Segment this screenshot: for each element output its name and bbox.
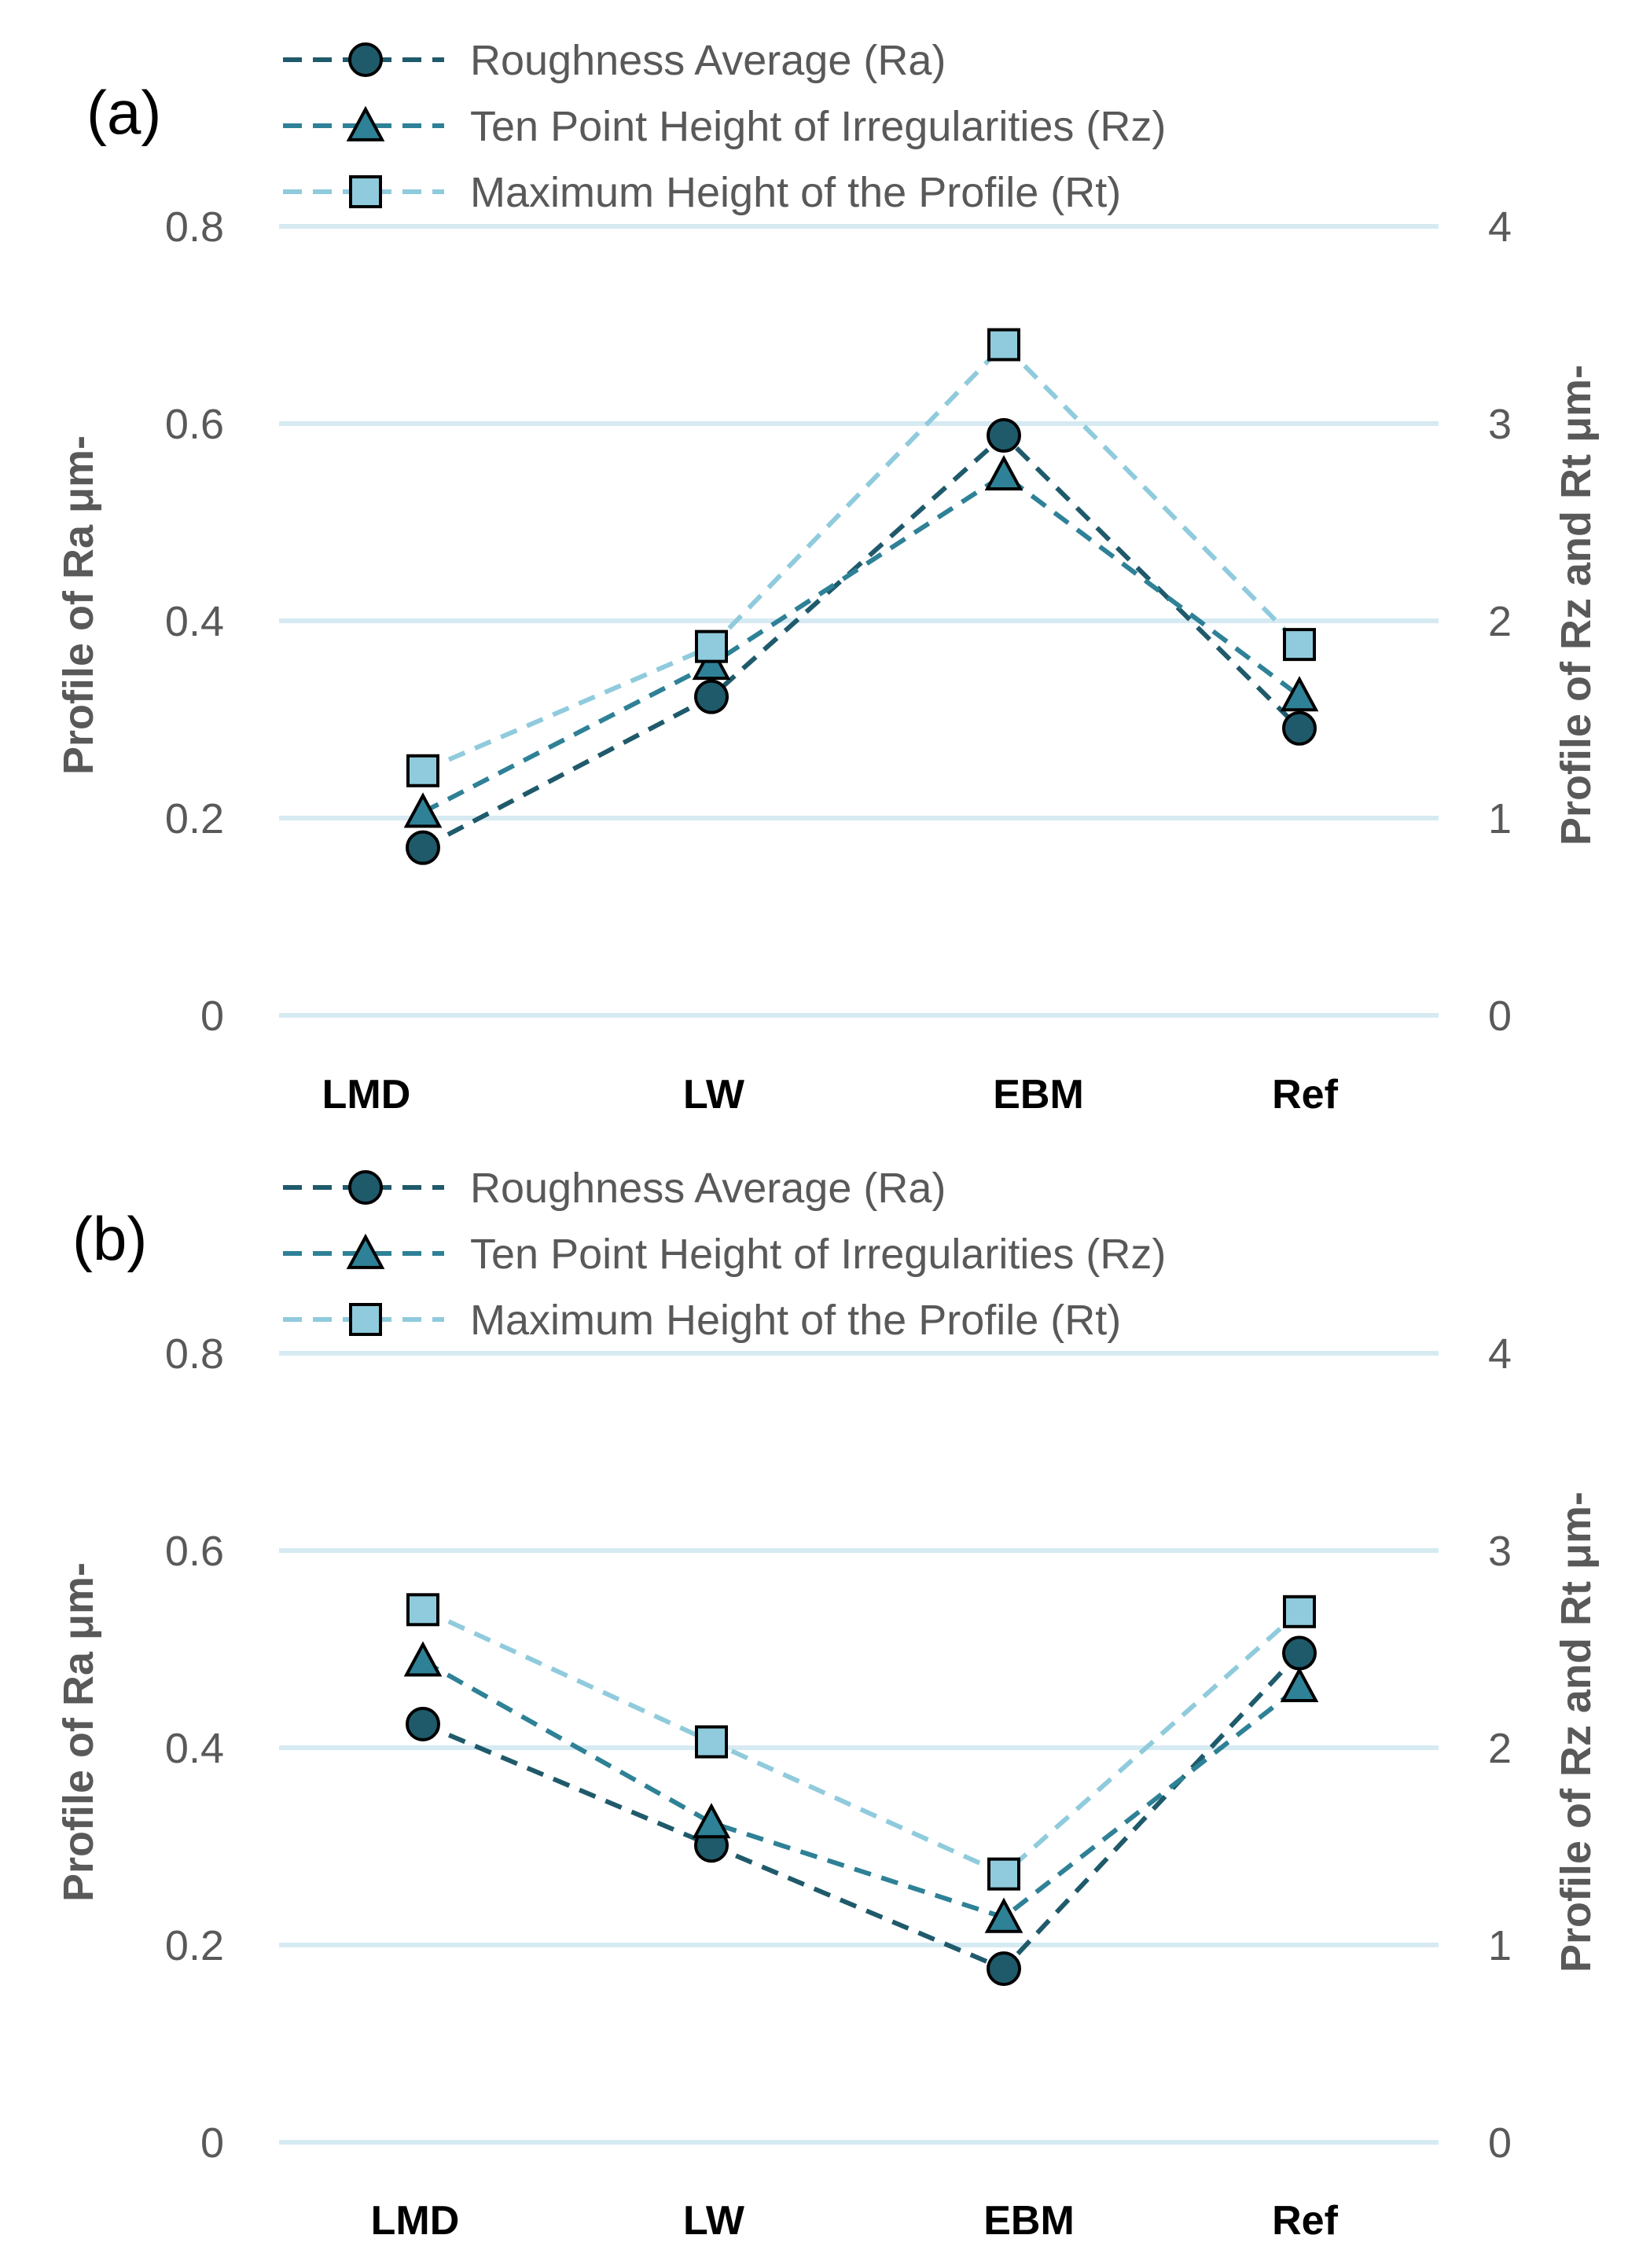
data-point-circle — [987, 1951, 1021, 1987]
legend-label: Roughness Average (Ra) — [470, 1165, 946, 1212]
series-line-circle — [421, 1651, 1302, 1972]
data-point-square — [695, 1725, 728, 1759]
data-point-circle — [987, 418, 1021, 453]
y-right-tick-label: 1 — [1488, 1922, 1512, 1969]
data-point-circle — [406, 1706, 440, 1741]
y-right-tick-label: 4 — [1488, 204, 1512, 251]
data-point-square — [1283, 628, 1316, 662]
legend-label: Ten Point Height of Irregularities (Rz) — [470, 1231, 1166, 1278]
series-line-square — [421, 1607, 1301, 1877]
x-tick-label: Ref — [1272, 1072, 1338, 1117]
data-point-square — [695, 629, 728, 663]
x-tick-label: LMD — [371, 2198, 460, 2244]
legend-label: Roughness Average (Ra) — [470, 37, 946, 84]
data-point-triangle — [984, 455, 1023, 491]
data-point-square — [987, 328, 1020, 361]
legend-marker-triangle — [346, 105, 385, 141]
data-point-square — [1283, 1595, 1316, 1628]
y-left-tick-label: 0.6 — [165, 401, 224, 448]
x-tick-label: EBM — [983, 2198, 1075, 2244]
legend-label: Maximum Height of the Profile (Rt) — [470, 1297, 1121, 1344]
y-right-axis-title: Profile of Rz and Rt μm- — [1553, 1492, 1600, 1973]
series-line-triangle — [421, 1658, 1301, 1921]
data-point-circle — [1282, 710, 1317, 746]
y-right-tick-label: 3 — [1488, 401, 1512, 448]
y-left-tick-label: 0.8 — [165, 1330, 224, 1378]
y-right-axis-title: Profile of Rz and Rt μm- — [1553, 365, 1600, 846]
data-point-square — [987, 1857, 1020, 1891]
data-point-triangle — [984, 1897, 1023, 1933]
y-right-tick-label: 2 — [1488, 1725, 1512, 1772]
y-left-tick-label: 0.4 — [165, 598, 224, 645]
data-point-triangle — [692, 644, 731, 681]
legend-marker-triangle — [346, 1233, 385, 1269]
data-point-circle — [406, 830, 440, 865]
series-line-circle — [421, 431, 1302, 850]
y-right-tick-label: 0 — [1488, 993, 1512, 1040]
y-right-tick-label: 1 — [1488, 795, 1512, 842]
data-point-triangle — [403, 1641, 443, 1677]
y-right-tick-label: 0 — [1488, 2119, 1512, 2167]
x-tick-label: LW — [683, 2198, 745, 2244]
panel-label: (a) — [86, 78, 161, 147]
y-right-tick-label: 4 — [1488, 1330, 1512, 1378]
x-tick-label: LMD — [322, 1072, 411, 1117]
legend-marker-circle — [348, 1170, 383, 1205]
data-point-triangle — [403, 792, 443, 828]
x-tick-label: Ref — [1272, 2198, 1338, 2244]
y-right-tick-label: 2 — [1488, 598, 1512, 645]
x-tick-label: LW — [683, 1072, 745, 1117]
legend-label: Maximum Height of the Profile (Rt) — [470, 169, 1121, 216]
series-line-triangle — [421, 472, 1301, 815]
data-point-triangle — [1280, 1666, 1319, 1703]
data-point-circle — [1282, 1635, 1317, 1671]
data-point-square — [406, 754, 439, 787]
chart-panel-a: 0 0.2 0.4 0.6 0.8 0 1 2 3 4 Profile of Ra μm- Profi… — [55, 37, 1600, 1117]
legend-marker-circle — [348, 42, 383, 77]
chart-panel-b: 0 0.2 0.4 0.6 0.8 0 1 2 3 4 Profile of Ra μm- Profi… — [55, 1165, 1600, 2244]
y-left-axis-title: Profile of Ra μm- — [55, 1562, 102, 1902]
x-tick-label: EBM — [993, 1072, 1084, 1117]
series-line-square — [421, 341, 1302, 773]
y-left-tick-label: 0 — [200, 993, 224, 1040]
y-right-tick-label: 3 — [1488, 1528, 1512, 1575]
y-left-tick-label: 0.2 — [165, 795, 224, 842]
y-left-tick-label: 0.6 — [165, 1528, 224, 1575]
y-left-tick-label: 0.4 — [165, 1725, 224, 1772]
panel-label: (b) — [72, 1204, 147, 1273]
data-point-triangle — [692, 1803, 731, 1839]
data-point-circle — [694, 679, 729, 714]
legend-marker-square — [349, 175, 382, 208]
y-left-tick-label: 0.2 — [165, 1922, 224, 1969]
legend-marker-square — [349, 1303, 382, 1336]
y-left-tick-label: 0 — [200, 2119, 224, 2167]
y-left-axis-title: Profile of Ra μm- — [55, 435, 102, 775]
legend-label: Ten Point Height of Irregularities (Rz) — [470, 103, 1166, 150]
data-point-triangle — [1280, 676, 1319, 712]
y-left-tick-label: 0.8 — [165, 204, 224, 251]
data-point-square — [406, 1593, 439, 1627]
